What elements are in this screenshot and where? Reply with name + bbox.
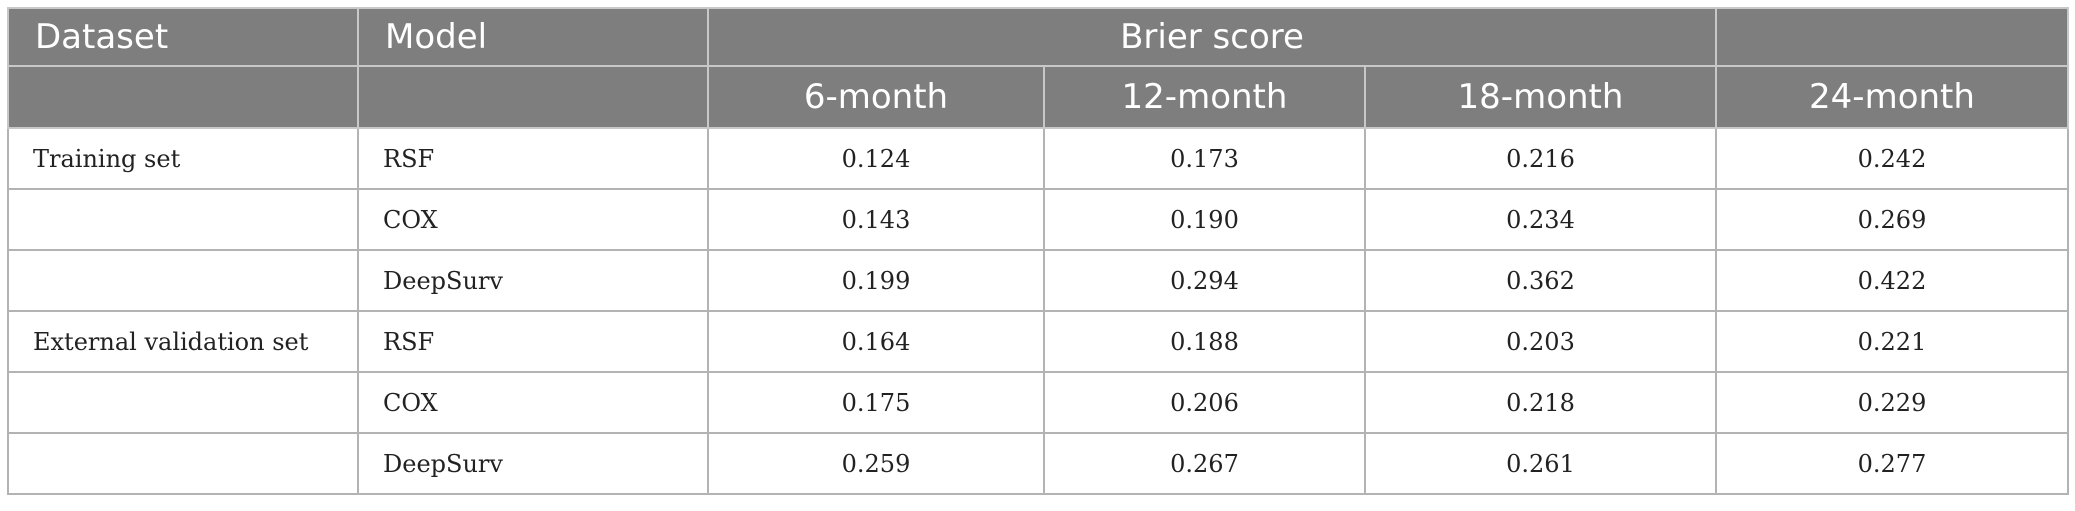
value-cell-6-month: 0.175 xyxy=(707,371,1045,434)
brier-score-table-container: Dataset Model Brier score 6-month 12-mon… xyxy=(7,7,2069,503)
brier-score-header: Brier score xyxy=(707,7,1717,67)
model-column-header: Model xyxy=(357,7,709,67)
brier-score-table: Dataset Model Brier score 6-month 12-mon… xyxy=(7,7,2069,495)
value-cell-12-month: 0.267 xyxy=(1043,432,1366,495)
period-header-6-month: 6-month xyxy=(707,65,1045,129)
value-cell-6-month: 0.259 xyxy=(707,432,1045,495)
value-cell-12-month: 0.294 xyxy=(1043,249,1366,312)
model-cell: COX xyxy=(357,188,709,251)
value-cell-6-month: 0.124 xyxy=(707,127,1045,190)
value-cell-18-month: 0.362 xyxy=(1364,249,1717,312)
table-row: DeepSurv 0.199 0.294 0.362 0.422 xyxy=(7,249,2069,312)
model-cell: DeepSurv xyxy=(357,432,709,495)
table-row: External validation set RSF 0.164 0.188 … xyxy=(7,310,2069,373)
value-cell-24-month: 0.277 xyxy=(1715,432,2069,495)
table-header: Dataset Model Brier score 6-month 12-mon… xyxy=(7,7,2069,129)
dataset-cell: External validation set xyxy=(7,310,359,373)
header-empty-cell xyxy=(357,65,709,129)
table-row: DeepSurv 0.259 0.267 0.261 0.277 xyxy=(7,432,2069,495)
period-header-24-month: 24-month xyxy=(1715,65,2069,129)
model-cell: COX xyxy=(357,371,709,434)
header-row-primary: Dataset Model Brier score xyxy=(7,7,2069,67)
value-cell-12-month: 0.188 xyxy=(1043,310,1366,373)
value-cell-12-month: 0.206 xyxy=(1043,371,1366,434)
table-body: Training set RSF 0.124 0.173 0.216 0.242… xyxy=(7,127,2069,495)
model-cell: RSF xyxy=(357,310,709,373)
value-cell-24-month: 0.221 xyxy=(1715,310,2069,373)
table-row: COX 0.143 0.190 0.234 0.269 xyxy=(7,188,2069,251)
value-cell-18-month: 0.203 xyxy=(1364,310,1717,373)
table-row: Training set RSF 0.124 0.173 0.216 0.242 xyxy=(7,127,2069,190)
value-cell-6-month: 0.164 xyxy=(707,310,1045,373)
value-cell-12-month: 0.190 xyxy=(1043,188,1366,251)
period-header-18-month: 18-month xyxy=(1364,65,1717,129)
value-cell-18-month: 0.234 xyxy=(1364,188,1717,251)
dataset-cell xyxy=(7,432,359,495)
dataset-cell xyxy=(7,188,359,251)
value-cell-18-month: 0.218 xyxy=(1364,371,1717,434)
dataset-cell xyxy=(7,371,359,434)
value-cell-24-month: 0.242 xyxy=(1715,127,2069,190)
model-cell: RSF xyxy=(357,127,709,190)
model-cell: DeepSurv xyxy=(357,249,709,312)
value-cell-6-month: 0.199 xyxy=(707,249,1045,312)
header-empty-cell xyxy=(1715,7,2069,67)
dataset-cell xyxy=(7,249,359,312)
dataset-column-header: Dataset xyxy=(7,7,359,67)
value-cell-24-month: 0.422 xyxy=(1715,249,2069,312)
value-cell-12-month: 0.173 xyxy=(1043,127,1366,190)
dataset-cell: Training set xyxy=(7,127,359,190)
value-cell-18-month: 0.216 xyxy=(1364,127,1717,190)
value-cell-24-month: 0.269 xyxy=(1715,188,2069,251)
table-row: COX 0.175 0.206 0.218 0.229 xyxy=(7,371,2069,434)
value-cell-6-month: 0.143 xyxy=(707,188,1045,251)
value-cell-18-month: 0.261 xyxy=(1364,432,1717,495)
header-row-periods: 6-month 12-month 18-month 24-month xyxy=(7,65,2069,129)
period-header-12-month: 12-month xyxy=(1043,65,1366,129)
header-empty-cell xyxy=(7,65,359,129)
value-cell-24-month: 0.229 xyxy=(1715,371,2069,434)
